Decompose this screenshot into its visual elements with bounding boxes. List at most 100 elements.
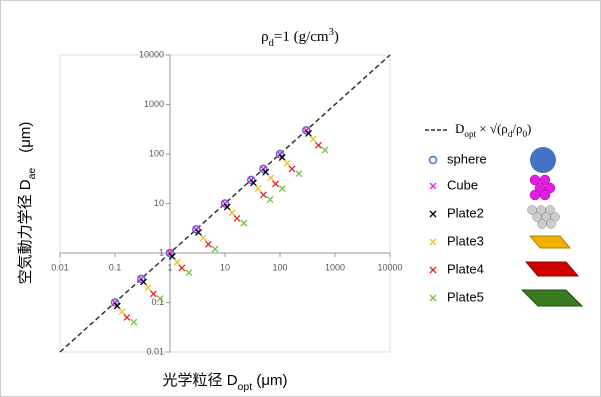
chart-title-part: d: [269, 38, 275, 49]
marker: [166, 249, 174, 257]
marker: [118, 308, 126, 316]
marker: [259, 165, 267, 173]
sphere-icon: [530, 147, 556, 173]
legend-label-part: /ρ: [512, 121, 522, 136]
legend-label: Plate4: [447, 261, 484, 276]
y-tick-label: 0.1: [151, 297, 164, 307]
x-axis-label: 光学粒径 Dopt (μm): [163, 372, 288, 393]
x-tick-label: 10: [220, 262, 230, 272]
legend-marker: [429, 182, 437, 190]
plate4-icon: [524, 261, 580, 277]
legend-label-part: × √(ρ: [476, 121, 508, 136]
legend-label: Cube: [447, 177, 478, 192]
marker: [272, 180, 280, 188]
chart-title-part: =1 (g/cm: [274, 29, 329, 45]
marker: [173, 258, 181, 266]
marker: [130, 318, 138, 326]
legend-marker: [429, 294, 437, 302]
marker: [123, 313, 131, 321]
marker: [195, 228, 202, 236]
marker: [223, 203, 231, 211]
marker: [314, 141, 322, 149]
legend-icons: [520, 147, 584, 307]
x-axis-label-part: opt: [238, 381, 253, 393]
x-tick-label: 1: [167, 262, 172, 272]
marker: [259, 191, 267, 199]
marker: [220, 199, 230, 208]
y-tick-label: 1: [159, 247, 164, 257]
plot-area: [59, 54, 391, 353]
marker: [191, 225, 201, 234]
marker: [204, 240, 212, 248]
x-tick-label: 100: [272, 262, 287, 272]
y-tick-label: 10: [154, 198, 164, 208]
legend-label-part: 0: [522, 129, 527, 139]
marker: [305, 129, 312, 137]
legend-label: Plate2: [447, 205, 484, 220]
chart-title-part: ): [334, 29, 339, 45]
plate2-icon: [527, 205, 560, 229]
legend-marker: [429, 238, 437, 246]
chart-title-part: ρ: [261, 29, 269, 45]
legend-label: Dopt × √(ρd/ρ0): [455, 121, 531, 139]
marker: [262, 168, 270, 176]
x-tick-label: 1000: [325, 262, 345, 272]
marker: [233, 214, 241, 222]
marker: [156, 295, 164, 303]
legend-label-part: d: [508, 129, 513, 139]
x-axis-label-part: 光学粒径 D: [163, 372, 238, 389]
x-tick-label: 0.01: [51, 262, 69, 272]
legend-label: Plate3: [447, 233, 484, 248]
marker: [295, 170, 303, 178]
marker: [266, 196, 274, 204]
y-tick-label: 100: [149, 148, 164, 158]
marker: [221, 200, 229, 207]
marker: [240, 219, 248, 227]
x-tick-label: 10000: [377, 262, 402, 272]
marker: [136, 274, 146, 284]
marker: [283, 159, 291, 167]
marker: [178, 264, 186, 272]
marker: [168, 253, 176, 260]
y-tick-label: 1000: [144, 99, 164, 109]
y-axis-label-part: (μm): [17, 122, 34, 168]
marker: [149, 290, 157, 298]
marker: [199, 234, 207, 242]
marker: [250, 179, 257, 187]
y-axis-label-part: 空気動力学径 D: [17, 179, 34, 284]
marker: [259, 164, 268, 174]
plate5-icon: [520, 289, 584, 307]
marker: [185, 269, 193, 277]
marker: [165, 248, 175, 258]
legend-marker: [429, 210, 437, 218]
marker: [309, 135, 317, 143]
marker: [228, 209, 236, 217]
y-axis-label-part: ae: [26, 168, 38, 180]
legend-label-part: D: [455, 121, 464, 136]
legend-label-part: ): [527, 121, 531, 136]
legend-label: sphere: [447, 151, 487, 166]
marker: [113, 302, 121, 310]
legend-marker: [428, 155, 438, 165]
chart-title-part: 3: [329, 27, 334, 38]
marker: [254, 185, 262, 193]
cube-icon: [529, 174, 556, 201]
marker: [278, 185, 286, 193]
x-axis-label-part: (μm): [252, 372, 287, 389]
chart-title: ρd=1 (g/cm3): [261, 27, 339, 49]
marker: [321, 146, 329, 154]
marker: [288, 165, 296, 173]
x-tick-label: 0.1: [109, 262, 122, 272]
marker: [111, 299, 119, 306]
legend-label-part: opt: [464, 129, 476, 139]
marker: [140, 278, 147, 286]
marker: [278, 154, 286, 161]
marker: [211, 245, 219, 253]
marker: [276, 150, 284, 158]
y-axis-label: 空気動力学径 Dae (μm): [17, 122, 38, 285]
marker: [246, 175, 256, 185]
plate3-icon: [528, 235, 572, 249]
marker: [110, 298, 120, 307]
